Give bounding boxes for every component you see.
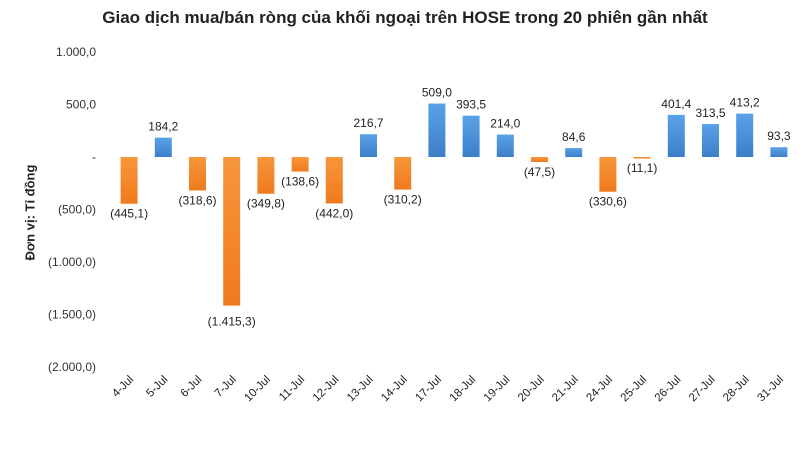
bar bbox=[531, 157, 548, 162]
y-tick-label: 1.000,0 bbox=[56, 45, 96, 59]
bar bbox=[120, 157, 138, 204]
x-tick-label: 21-Jul bbox=[550, 374, 581, 405]
y-tick-label: (1.000,0) bbox=[48, 255, 96, 269]
data-label: (330,6) bbox=[589, 195, 627, 209]
y-tick-label: (2.000,0) bbox=[48, 360, 96, 374]
data-label: 401,4 bbox=[661, 97, 691, 111]
x-tick-label: 5-Jul bbox=[144, 374, 170, 400]
bar bbox=[257, 157, 275, 194]
data-label: (318,6) bbox=[178, 193, 216, 207]
bar bbox=[565, 148, 583, 157]
x-tick-label: 4-Jul bbox=[110, 374, 136, 400]
x-tick-label: 7-Jul bbox=[213, 374, 239, 400]
x-tick-label: 12-Jul bbox=[311, 374, 342, 405]
x-tick-label: 6-Jul bbox=[179, 374, 205, 400]
data-label: (445,1) bbox=[110, 207, 148, 221]
x-tick-label: 13-Jul bbox=[345, 374, 376, 405]
bar bbox=[154, 137, 172, 157]
data-label: (442,0) bbox=[315, 206, 353, 220]
data-label: (47,5) bbox=[524, 165, 555, 179]
bar bbox=[325, 157, 343, 204]
data-label: 313,5 bbox=[695, 106, 725, 120]
bar bbox=[496, 134, 514, 157]
bar bbox=[667, 114, 685, 157]
bar bbox=[633, 157, 651, 159]
bar bbox=[736, 113, 754, 157]
bar bbox=[189, 157, 206, 191]
data-label: 214,0 bbox=[490, 117, 520, 131]
bar bbox=[599, 157, 617, 192]
y-tick-label: (1.500,0) bbox=[48, 308, 96, 322]
data-label: 84,6 bbox=[562, 130, 586, 144]
bar bbox=[291, 157, 309, 172]
x-tick-label: 24-Jul bbox=[584, 374, 615, 405]
bar bbox=[702, 124, 719, 157]
x-tick-label: 11-Jul bbox=[277, 374, 307, 404]
data-label: (11,1) bbox=[627, 161, 657, 175]
data-label: 216,7 bbox=[353, 116, 383, 130]
data-label: 393,5 bbox=[456, 98, 486, 112]
x-tick-label: 19-Jul bbox=[482, 374, 513, 405]
bar bbox=[428, 103, 446, 157]
x-tick-label: 10-Jul bbox=[242, 374, 273, 405]
y-tick-label: 500,0 bbox=[66, 98, 96, 112]
data-label: (310,2) bbox=[384, 193, 422, 207]
y-tick-label: - bbox=[92, 150, 96, 164]
bar bbox=[462, 115, 480, 157]
data-label: (1.415,3) bbox=[208, 315, 256, 329]
data-label: (138,6) bbox=[281, 175, 319, 189]
data-label: 93,3 bbox=[767, 129, 791, 143]
bar bbox=[770, 147, 788, 157]
y-tick-label: (500,0) bbox=[58, 203, 96, 217]
data-label: 509,0 bbox=[422, 86, 452, 100]
data-label: 184,2 bbox=[148, 120, 178, 134]
bar bbox=[360, 134, 377, 157]
x-tick-label: 31-Jul bbox=[755, 374, 786, 405]
x-tick-label: 25-Jul bbox=[619, 374, 650, 405]
x-tick-label: 27-Jul bbox=[687, 374, 718, 405]
x-tick-label: 18-Jul bbox=[448, 374, 479, 405]
x-tick-label: 26-Jul bbox=[653, 374, 684, 405]
data-label: 413,2 bbox=[730, 96, 760, 110]
bar bbox=[223, 157, 241, 306]
data-label: (349,8) bbox=[247, 197, 285, 211]
chart-title: Giao dịch mua/bán ròng của khối ngoại tr… bbox=[102, 8, 708, 27]
x-tick-label: 17-Jul bbox=[413, 374, 444, 405]
bar bbox=[394, 157, 412, 190]
x-tick-label: 28-Jul bbox=[721, 374, 752, 405]
x-tick-label: 20-Jul bbox=[516, 374, 547, 405]
x-tick-label: 14-Jul bbox=[379, 374, 410, 405]
